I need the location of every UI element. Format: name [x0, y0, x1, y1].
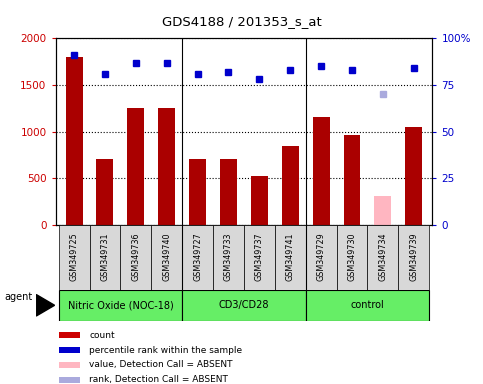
- Bar: [58, 290, 182, 321]
- Bar: [343, 135, 360, 225]
- Bar: [213, 225, 244, 290]
- Bar: [306, 290, 429, 321]
- Text: GSM349737: GSM349737: [255, 232, 264, 281]
- Bar: [306, 225, 337, 290]
- Text: count: count: [89, 331, 115, 340]
- Bar: [182, 290, 306, 321]
- Text: value, Detection Call = ABSENT: value, Detection Call = ABSENT: [89, 361, 233, 369]
- Bar: [120, 225, 151, 290]
- Bar: [158, 108, 175, 225]
- Bar: [151, 225, 182, 290]
- Text: rank, Detection Call = ABSENT: rank, Detection Call = ABSENT: [89, 375, 228, 384]
- Text: GSM349736: GSM349736: [131, 232, 141, 281]
- Bar: [374, 196, 391, 225]
- Text: CD3/CD28: CD3/CD28: [219, 300, 269, 310]
- Text: GSM349727: GSM349727: [193, 232, 202, 281]
- Text: GSM349739: GSM349739: [409, 232, 418, 281]
- Bar: [97, 159, 114, 225]
- Bar: [405, 127, 422, 225]
- Bar: [89, 225, 120, 290]
- Bar: [66, 57, 83, 225]
- Bar: [182, 225, 213, 290]
- Text: GSM349731: GSM349731: [100, 232, 110, 281]
- Bar: [313, 117, 329, 225]
- Bar: [220, 159, 237, 225]
- Polygon shape: [36, 295, 55, 316]
- Bar: [59, 347, 80, 353]
- Bar: [59, 377, 80, 383]
- Text: GSM349733: GSM349733: [224, 232, 233, 281]
- Text: GSM349725: GSM349725: [70, 232, 79, 281]
- Text: GSM349741: GSM349741: [286, 232, 295, 281]
- Bar: [189, 159, 206, 225]
- Bar: [244, 225, 275, 290]
- Text: percentile rank within the sample: percentile rank within the sample: [89, 346, 242, 354]
- Bar: [368, 225, 398, 290]
- Bar: [398, 225, 429, 290]
- Text: control: control: [351, 300, 384, 310]
- Text: GSM349730: GSM349730: [347, 232, 356, 281]
- Bar: [282, 146, 298, 225]
- Text: GSM349729: GSM349729: [317, 232, 326, 281]
- Bar: [337, 225, 368, 290]
- Bar: [128, 108, 144, 225]
- Text: agent: agent: [5, 292, 33, 302]
- Bar: [59, 362, 80, 368]
- Text: GDS4188 / 201353_s_at: GDS4188 / 201353_s_at: [162, 15, 321, 28]
- Bar: [58, 225, 89, 290]
- Text: GSM349740: GSM349740: [162, 232, 171, 281]
- Text: GSM349734: GSM349734: [378, 232, 387, 281]
- Text: Nitric Oxide (NOC-18): Nitric Oxide (NOC-18): [68, 300, 173, 310]
- Bar: [275, 225, 306, 290]
- Bar: [251, 176, 268, 225]
- Bar: [59, 332, 80, 338]
